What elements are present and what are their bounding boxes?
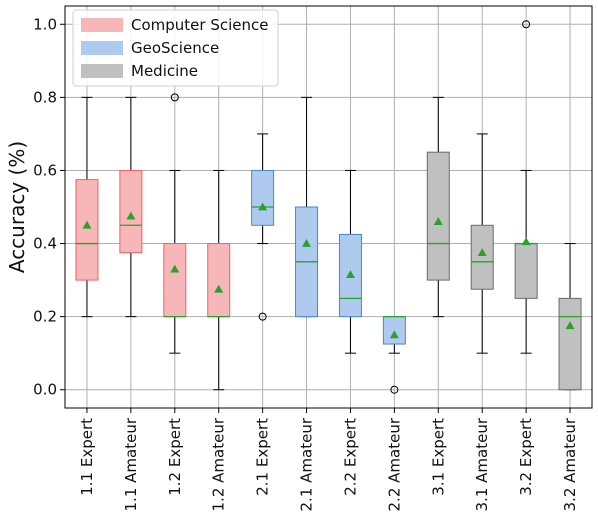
mean-marker [521,237,531,246]
y-tick-label: 0.0 [33,381,57,399]
box-1-2-expert [163,93,187,354]
box-3-1-expert [426,96,450,318]
y-tick-label: 1.0 [33,15,57,33]
x-tick-label: 1.1 Expert [78,418,96,496]
y-tick-label: 0.2 [33,308,57,326]
box-body [119,169,143,254]
x-tick-label: 2.1 Expert [254,418,272,496]
box-body [558,297,582,391]
boxes [75,20,582,394]
mean-marker [82,220,92,229]
legend-swatch [81,64,123,78]
box-body [207,243,231,318]
x-tick-label: 2.1 Amateur [298,417,316,511]
y-axis-title: Accuracy (%) [5,141,29,273]
x-tick-label: 2.2 Amateur [385,417,403,511]
x-tick-label: 3.2 Expert [517,418,535,496]
mean-marker [302,239,312,247]
box-body [382,316,406,345]
box-3-1-amateur [470,133,494,354]
y-tick-label: 0.6 [33,161,57,179]
box-2-1-expert [251,133,275,321]
mean-marker [345,270,355,278]
box-body [470,224,494,290]
legend-frame [72,9,279,87]
box-body [514,243,538,299]
box-2-1-amateur [295,96,319,318]
box-body [251,169,275,226]
box-body [75,179,99,281]
x-tick-label: 1.1 Amateur [122,417,140,511]
mean-marker [389,330,399,339]
outlier-point [170,93,179,102]
outlier-point [258,312,267,321]
outlier-point [390,385,399,394]
box-2-2-amateur [382,315,406,394]
legend-swatch [81,41,123,55]
box-3-2-amateur [558,243,582,391]
x-tick-label: 2.2 Expert [341,418,359,496]
outlier-point [522,20,531,29]
y-tick-label: 0.4 [33,235,57,253]
x-tick-label: 3.2 Amateur [561,417,579,511]
box-1-2-amateur [207,169,231,391]
y-tick-label: 0.8 [33,88,57,106]
x-tick-label: 1.2 Amateur [210,417,228,511]
mean-marker [258,202,268,211]
plot-frame [64,5,593,409]
mean-marker [433,217,443,225]
x-tick-label: 3.1 Expert [429,418,447,496]
box-body [426,151,450,281]
mean-marker [477,248,487,257]
box-1-1-expert [75,96,99,318]
mean-marker [214,284,224,293]
legend: Computer Science GeoScience Medicine [72,9,279,87]
box-body [163,243,187,318]
x-tick-label: 1.2 Expert [166,418,184,496]
legend-label: GeoScience [131,39,219,57]
y-axis-ticks: 0.0 0.2 0.4 0.6 0.8 1.0 [33,15,65,399]
legend-label: Computer Science [131,16,268,34]
mean-marker [126,211,136,220]
x-tick-label: 3.1 Amateur [473,417,491,511]
box-1-1-amateur [119,96,143,318]
legend-label: Medicine [131,62,198,80]
x-axis-ticks: 1.1 Expert 1.1 Amateur 1.2 Expert 1.2 Amate… [78,408,579,511]
box-2-2-expert [338,169,362,354]
mean-marker [170,264,180,273]
legend-swatch [81,18,123,32]
mean-marker [565,321,575,330]
box-3-2-expert [514,20,538,354]
